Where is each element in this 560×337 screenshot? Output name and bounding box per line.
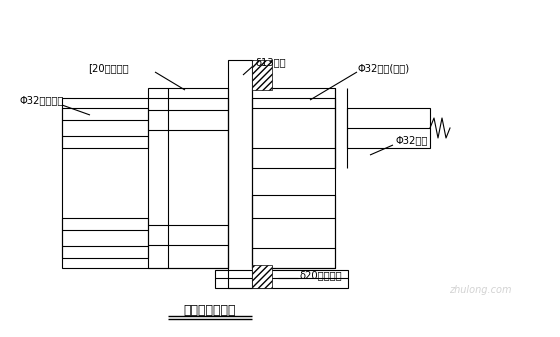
Text: zhulong.com: zhulong.com — [449, 285, 511, 295]
Bar — [228, 60, 252, 288]
Bar — [62, 218, 148, 258]
Bar — [62, 98, 228, 268]
Polygon shape — [252, 60, 272, 90]
Text: Φ32拉杆: Φ32拉杆 — [395, 135, 427, 145]
Text: [20加强槽钢: [20加强槽钢 — [88, 63, 129, 73]
Bar — [148, 88, 228, 268]
Text: δ13模面: δ13模面 — [255, 57, 286, 67]
Text: δ20加强钢板: δ20加强钢板 — [300, 270, 343, 280]
Polygon shape — [252, 265, 272, 288]
Text: Φ32螺母(加长): Φ32螺母(加长) — [358, 63, 410, 73]
Bar — [347, 108, 430, 148]
Text: Φ32粗制螺母: Φ32粗制螺母 — [20, 95, 64, 105]
Text: 拉杆位置大样图: 拉杆位置大样图 — [184, 304, 236, 316]
Bar — [215, 270, 348, 288]
Bar — [62, 108, 148, 148]
Bar — [252, 195, 335, 268]
Bar — [252, 98, 335, 268]
Bar — [252, 88, 335, 168]
